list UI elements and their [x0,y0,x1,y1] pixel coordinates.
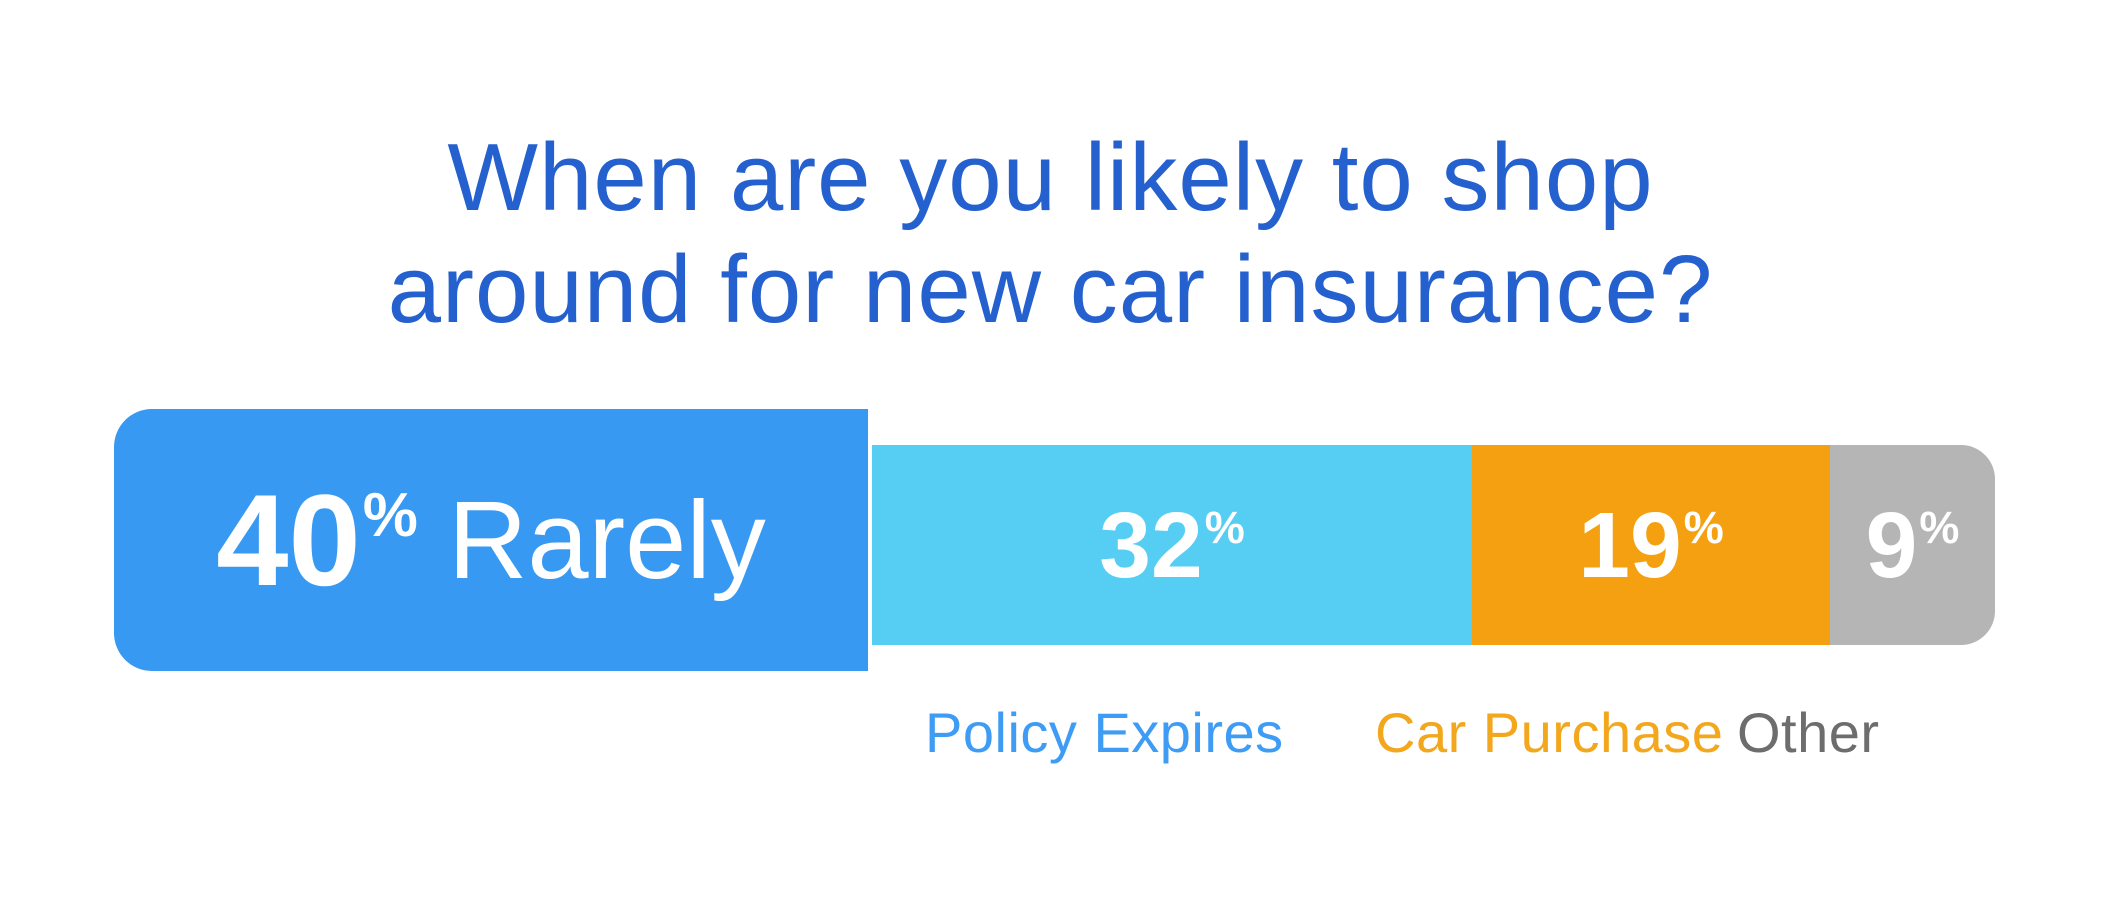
segment-value-other: 9 [1865,492,1918,597]
chart-title-line-2: around for new car insurance? [387,236,1714,343]
bar-segment-other: 9 % [1830,445,1995,645]
legend-label-policy-expires: Policy Expires [925,701,1284,764]
segment-percent-sign-car-purchase: % [1683,502,1724,553]
segment-value-rarely: 40 [216,467,361,613]
bar-segment-policy-expires: 32 % [872,445,1472,645]
chart-title: When are you likely to shop around for n… [0,122,2101,346]
legend-label-car-purchase: Car Purchase [1375,701,1724,764]
segment-value-car-purchase: 19 [1578,492,1682,597]
bar-segment-rarely: 40 % Rarely [114,409,868,671]
chart-title-line-1: When are you likely to shop [447,124,1654,231]
legend-label-other: Other [1737,701,1880,764]
segment-percent-sign-other: % [1919,502,1960,553]
bar-segment-car-purchase: 19 % [1472,445,1830,645]
segment-percent-sign-rarely: % [362,480,418,550]
segment-percent-sign-policy-expires: % [1204,502,1245,553]
segment-inline-label-rarely: Rarely [447,478,766,602]
segment-value-policy-expires: 32 [1099,492,1203,597]
